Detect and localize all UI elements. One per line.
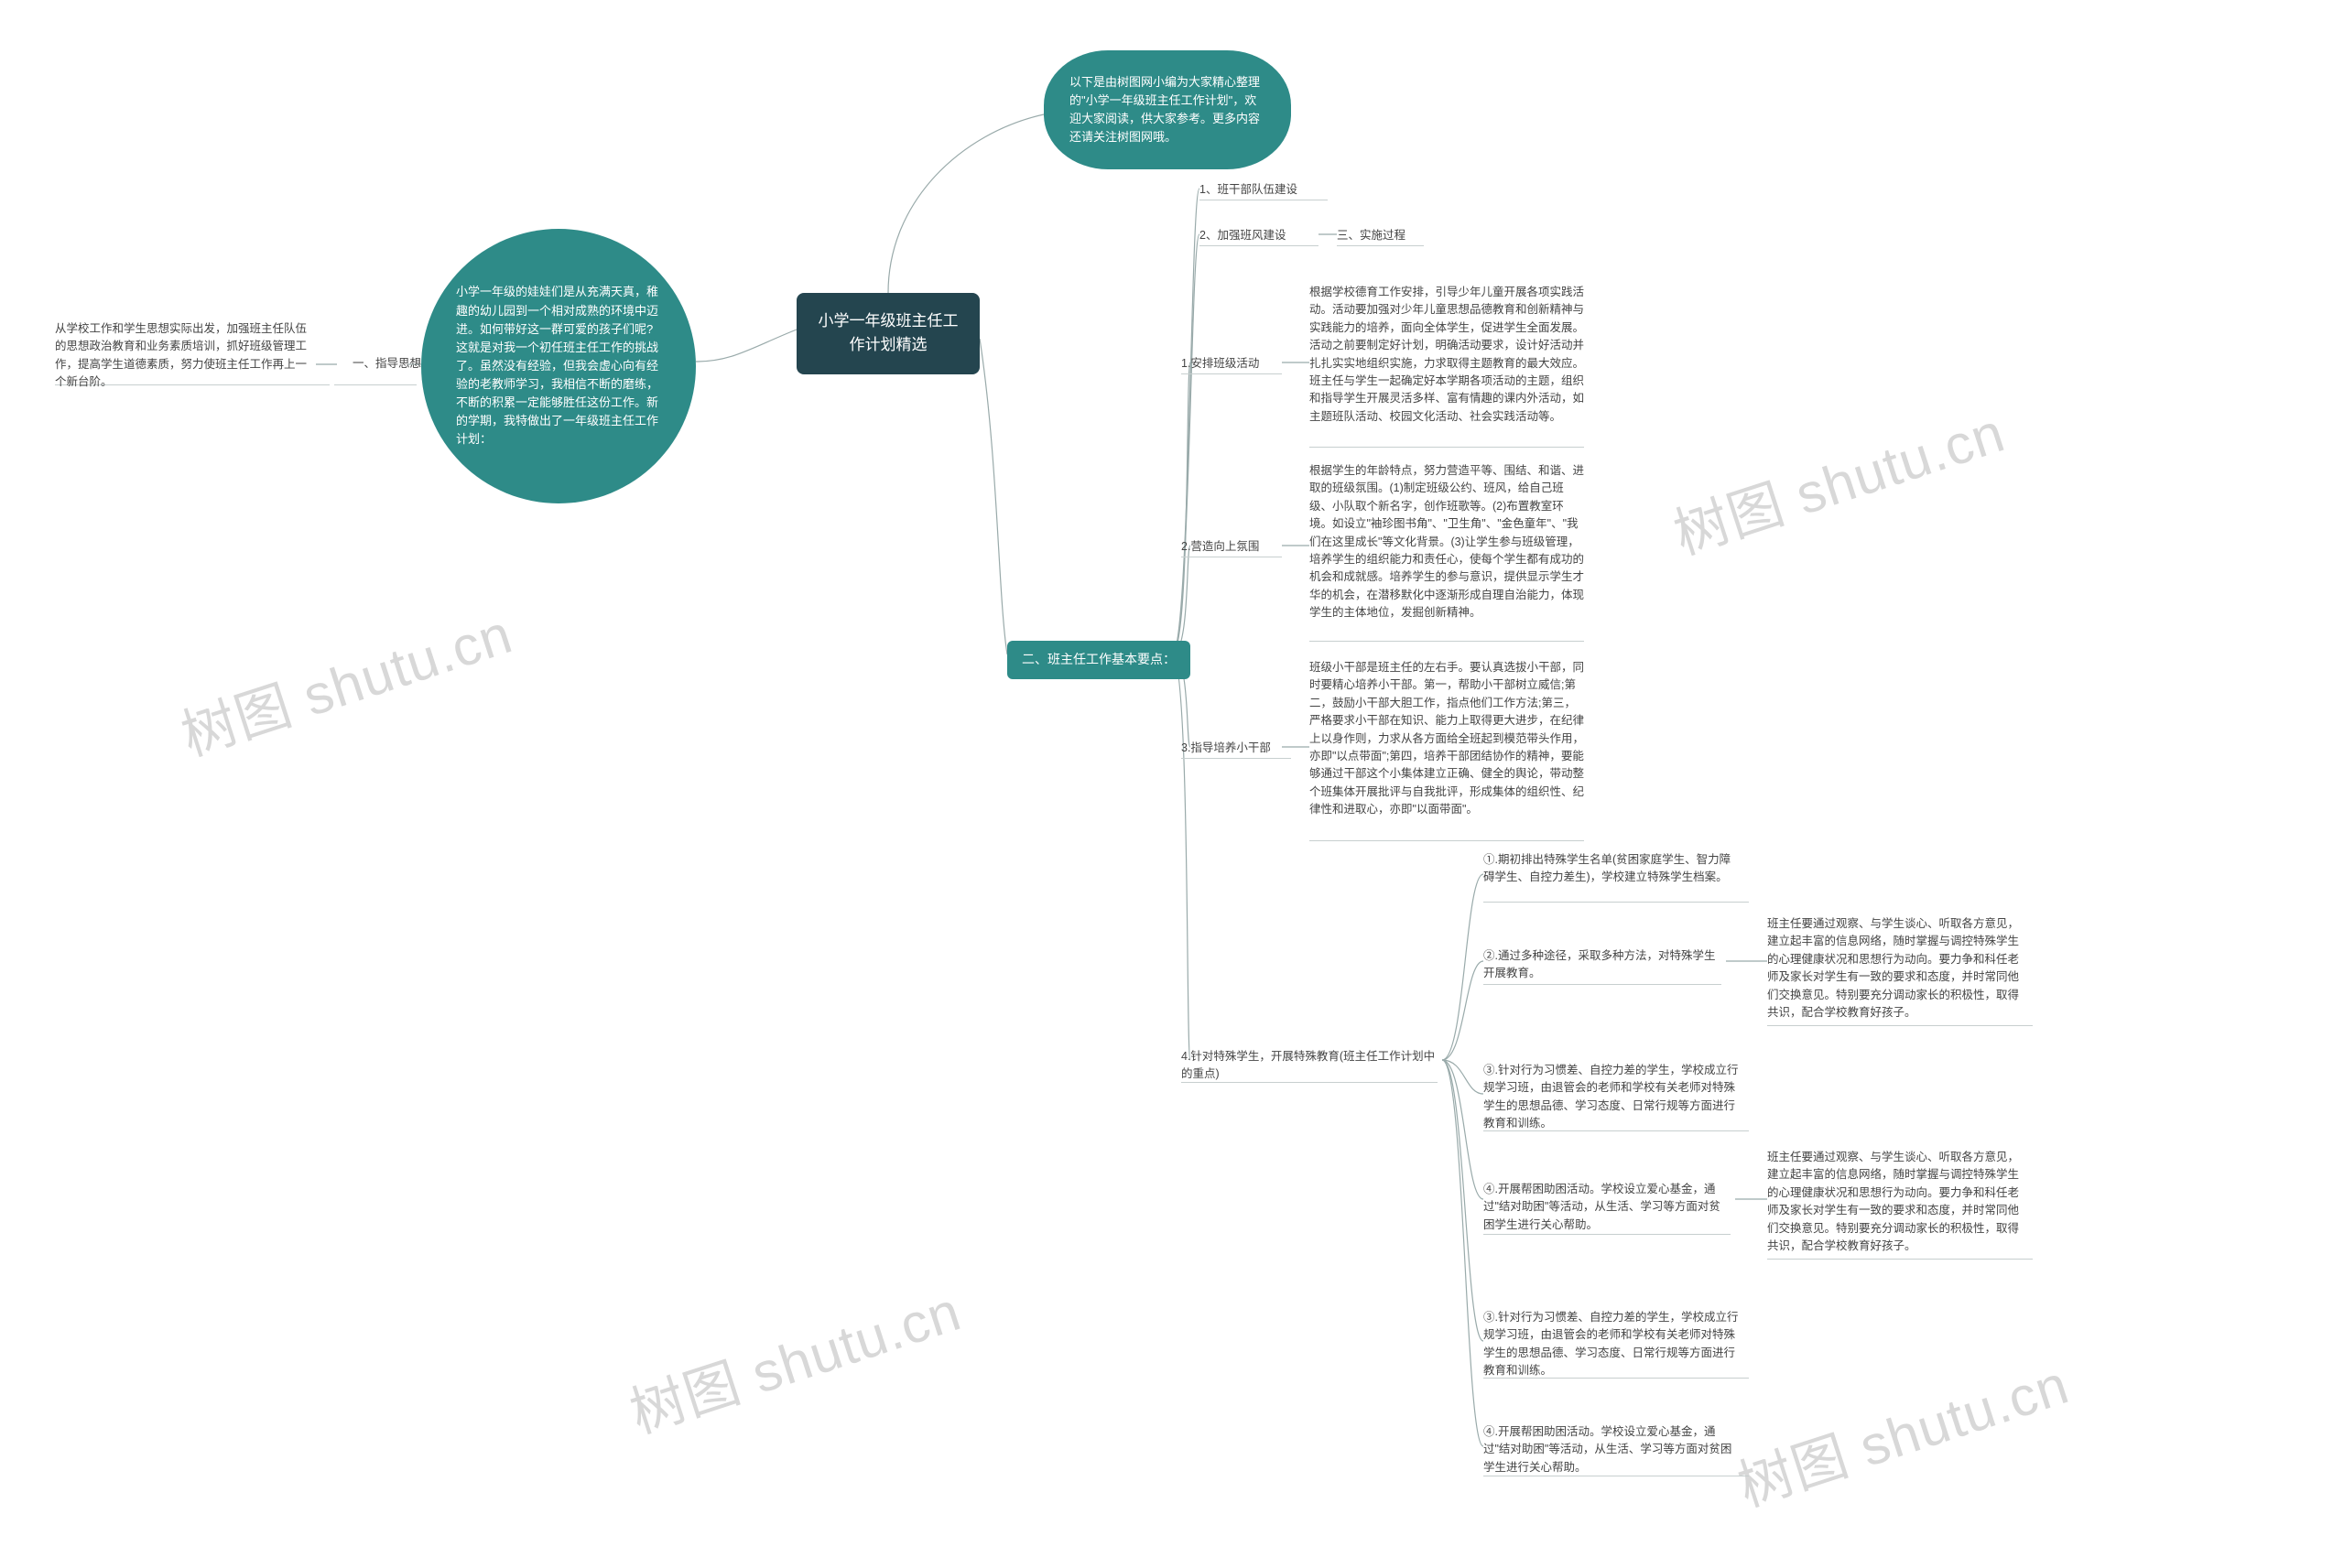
underline [1309,840,1584,841]
context-text: 小学一年级的娃娃们是从充满天真，稚趣的幼儿园到一个相对成熟的环境中迈进。如何带好… [456,283,661,449]
sub-4-2-label: ②.通过多种途径，采取多种方法，对特殊学生开展教育。 [1483,947,1721,983]
intro-bubble: 以下是由树图网小编为大家精心整理的"小学一年级班主任工作计划"，欢迎大家阅读，供… [1044,50,1291,169]
underline [1181,758,1291,759]
item-2-label: 2、加强班风建设 [1199,227,1286,244]
underline [1337,245,1424,246]
sub-4-5: ③.针对行为习惯差、自控力差的学生，学校成立行规学习班，由退管会的老师和学校有关… [1483,1309,1740,1380]
sub-2-text: 根据学生的年龄特点，努力营造平等、围结、和谐、进取的班级氛围。(1)制定班级公约… [1309,462,1584,622]
underline [1767,1025,2033,1026]
center-node: 小学一年级班主任工作计划精选 [797,293,980,374]
watermark: 树图 shutu.cn [1727,1340,2078,1521]
sub-4-4-label: ④.开展帮困助困活动。学校设立爱心基金，通过"结对助困"等活动，从生活、学习等方… [1483,1181,1731,1234]
sub-1-label: 1.安排班级活动 [1181,355,1282,373]
branch-2-label: 二、班主任工作基本要点： [1007,641,1190,679]
sub-4-1: ①.期初排出特殊学生名单(贫困家庭学生、智力障碍学生、自控力差生)，学校建立特殊… [1483,851,1740,887]
intro-text: 以下是由树图网小编为大家精心整理的"小学一年级班主任工作计划"，欢迎大家阅读，供… [1069,73,1265,147]
sub-4-3: ③.针对行为习惯差、自控力差的学生，学校成立行规学习班，由退管会的老师和学校有关… [1483,1062,1740,1133]
watermark: 树图 shutu.cn [1663,388,2013,569]
sub-4-4-text: 班主任要通过观察、与学生谈心、听取各方意见，建立起丰富的信息网络，随时掌握与调控… [1767,1149,2024,1255]
item-2-sub: 三、实施过程 [1337,227,1405,244]
watermark: 树图 shutu.cn [619,1267,970,1448]
sub-4-6: ④.开展帮困助困活动。学校设立爱心基金，通过"结对助困"等活动，从生活、学习等方… [1483,1423,1740,1476]
context-bubble: 小学一年级的娃娃们是从充满天真，稚趣的幼儿园到一个相对成熟的环境中迈进。如何带好… [421,229,696,503]
underline [1483,1378,1749,1379]
underline [1483,1234,1731,1235]
mindmap-canvas: 树图 shutu.cn 树图 shutu.cn 树图 shutu.cn 树图 s… [0,0,2344,1568]
branch-1-label: 一、指导思想 [339,355,421,373]
sub-3-label: 3.指导培养小干部 [1181,740,1291,757]
connectors [0,0,2344,1568]
underline [1483,1130,1749,1131]
sub-3-text: 班级小干部是班主任的左右手。要认真选拔小干部，同时要精心培养小干部。第一，帮助小… [1309,659,1584,818]
sub-4-2-text: 班主任要通过观察、与学生谈心、听取各方意见，建立起丰富的信息网络，随时掌握与调控… [1767,915,2024,1022]
item-1: 1、班干部队伍建设 [1199,181,1297,199]
underline [1309,641,1584,642]
sub-1-text: 根据学校德育工作安排，引导少年儿童开展各项实践活动。活动要加强对少年儿童思想品德… [1309,284,1584,426]
watermark: 树图 shutu.cn [170,589,521,771]
underline [1309,447,1584,448]
underline [1181,373,1282,374]
underline [1483,984,1721,985]
underline [1199,245,1318,246]
underline [1483,902,1749,903]
sub-4-label: 4.针对特殊学生，开展特殊教育(班主任工作计划中的重点) [1181,1048,1438,1084]
branch-1-leaf: 从学校工作和学生思想实际出发，加强班主任队伍的思想政治教育和业务素质培训，抓好班… [55,320,311,392]
underline [334,384,417,385]
underline [1181,1082,1438,1083]
underline [1767,1259,2033,1260]
sub-2-label: 2.营造向上氛围 [1181,538,1282,556]
